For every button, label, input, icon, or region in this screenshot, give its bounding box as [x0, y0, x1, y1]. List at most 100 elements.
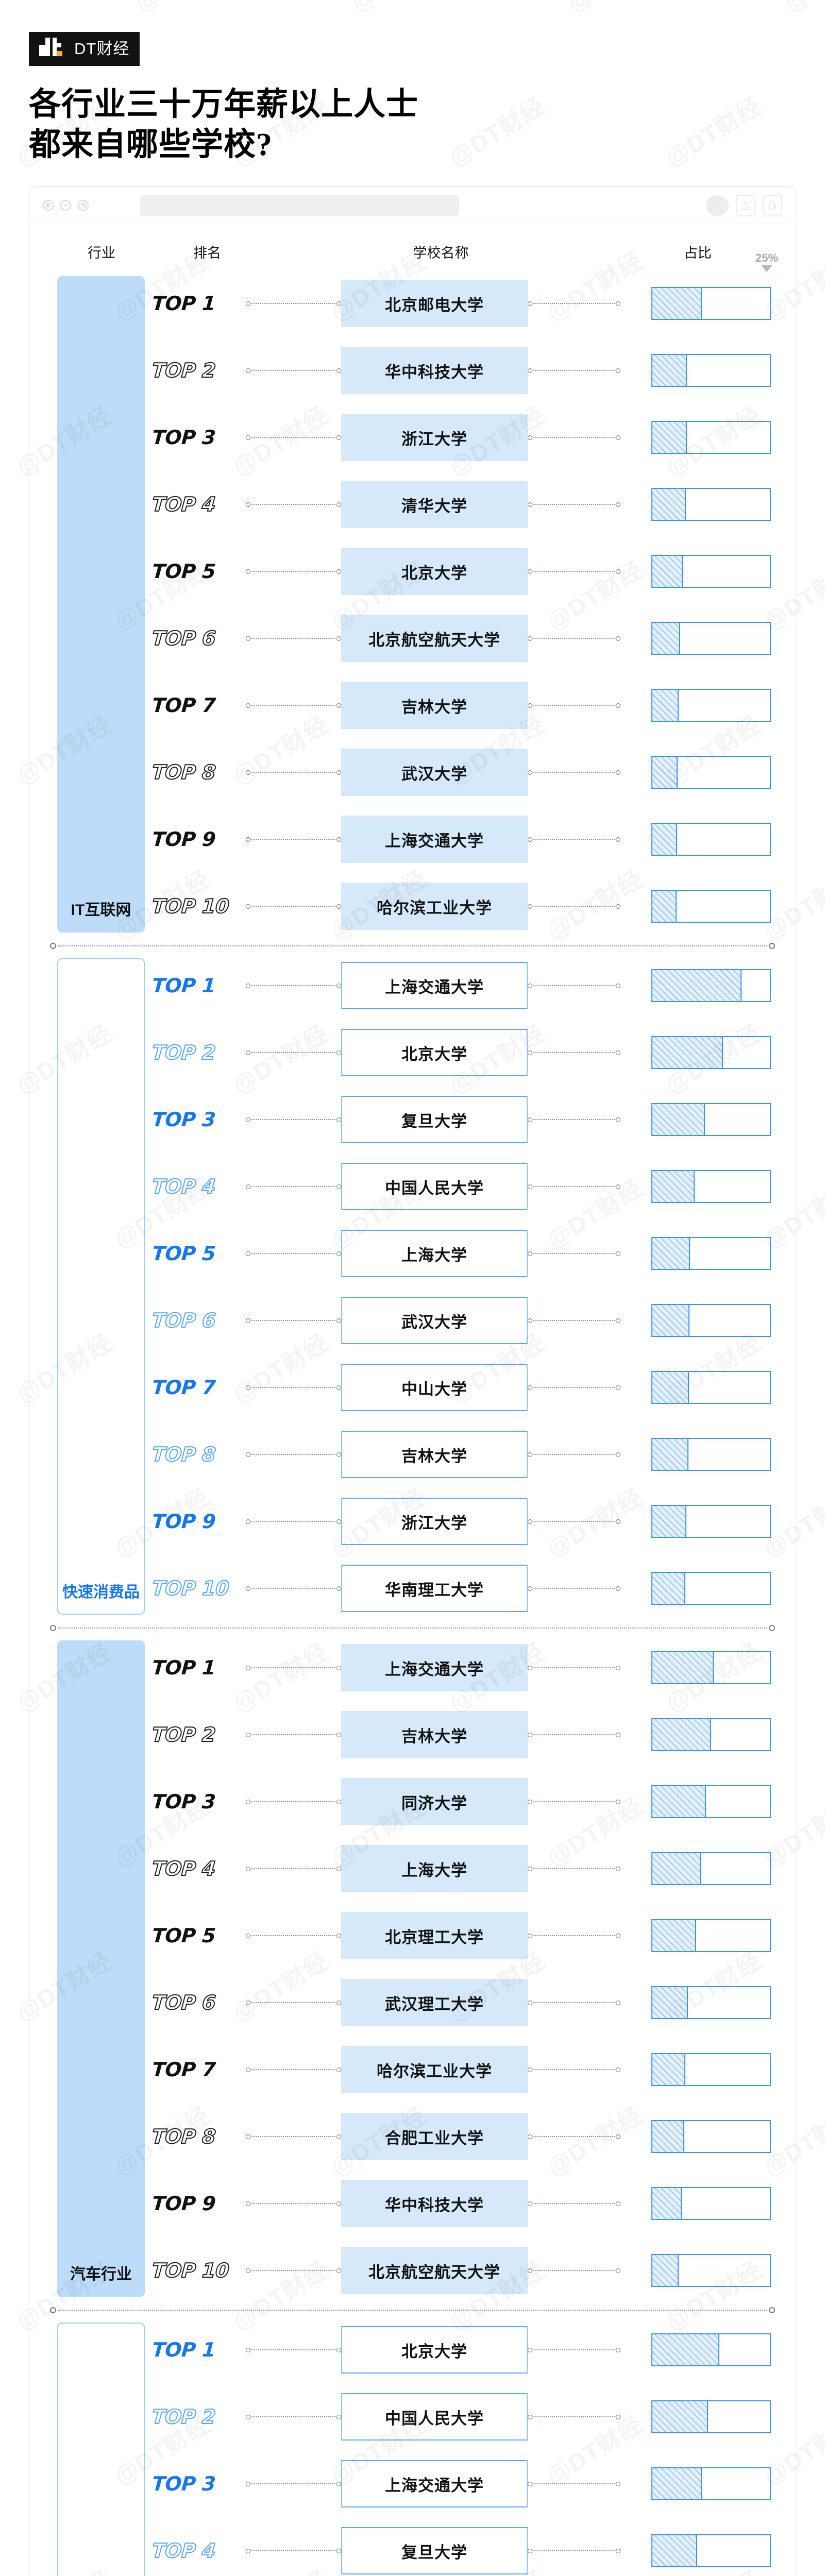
school-name: 同济大学 [341, 1778, 528, 1826]
percent-cell [620, 2534, 775, 2568]
rank-label: TOP 6 [150, 1991, 216, 2014]
leader-knob-icon [336, 1586, 341, 1591]
scale-max-label: 25% [755, 251, 778, 265]
leader-line [528, 1318, 620, 1323]
school-name: 复旦大学 [341, 1096, 528, 1144]
leader-line [528, 2134, 620, 2139]
chrome-actions [706, 194, 782, 216]
table-row: TOP 1 北京大学 [145, 2316, 775, 2383]
table-row: TOP 5 北京大学 [145, 538, 775, 605]
leader-line [246, 2414, 341, 2419]
percent-bar-fill [652, 2121, 685, 2153]
percent-bar-fill [652, 1853, 701, 1885]
table-row: TOP 4 上海大学 [145, 1835, 775, 1902]
leader-knob-icon [616, 1866, 620, 1871]
minimize-icon[interactable] [60, 200, 71, 211]
leader-knob-icon [246, 1184, 250, 1189]
leader-line [528, 368, 620, 373]
leader-dots [251, 2483, 335, 2485]
rank-label: TOP 3 [151, 1108, 216, 1131]
close-icon[interactable] [43, 200, 54, 211]
leader-line [246, 569, 341, 574]
leader-dots [533, 1868, 615, 1870]
leader-knob-icon [336, 2134, 341, 2139]
leader-line [528, 837, 620, 842]
leader-dots [533, 1387, 615, 1388]
leader-knob-icon [246, 636, 250, 641]
leader-dots [251, 1734, 335, 1736]
percent-cell [620, 555, 775, 588]
percent-bar-track [651, 1304, 771, 1337]
rank-label: TOP 2 [150, 1041, 216, 1064]
leader-dots [533, 839, 615, 840]
leader-knob-icon [616, 1452, 620, 1457]
percent-bar-fill [652, 1652, 714, 1684]
leader-line [528, 502, 620, 507]
leader-dots [533, 1588, 615, 1589]
leader-knob-icon [246, 904, 250, 909]
leader-knob-icon [528, 837, 532, 842]
table-row: TOP 1 北京邮电大学 [145, 270, 775, 337]
school-name: 上海交通大学 [341, 2460, 528, 2508]
rank-label: TOP 9 [151, 828, 216, 851]
percent-cell [620, 1718, 775, 1752]
leader-knob-icon [528, 368, 532, 373]
leader-knob-icon [528, 1050, 532, 1055]
industry-block: IT互联网 TOP 1 北京邮电大学 TOP 2 华中科技大学 TOP 3 浙江大学 TOP … [29, 268, 796, 940]
leader-knob-icon [616, 569, 620, 574]
leader-knob-icon [336, 770, 341, 775]
leader-dots [251, 1801, 335, 1803]
industry-label: 汽车行业 [70, 2265, 132, 2283]
separator-knob-icon [50, 2307, 56, 2314]
dt-logo-badge: DT财经 [29, 32, 140, 66]
leader-dots [533, 1052, 615, 1054]
percent-bar-fill [652, 623, 680, 654]
percent-bar-track [651, 1170, 771, 1204]
separator-knob-icon [769, 1625, 775, 1632]
table-row: TOP 6 武汉大学 [145, 1287, 775, 1354]
school-name: 中国人民大学 [341, 1163, 528, 1211]
title-line-2: 都来自哪些学校? [29, 127, 273, 163]
leader-line [246, 2347, 341, 2352]
share-icon[interactable] [736, 194, 755, 216]
leader-dots [533, 705, 615, 706]
industry-blocks: IT互联网 TOP 1 北京邮电大学 TOP 2 华中科技大学 TOP 3 浙江大学 TOP … [29, 268, 796, 2576]
percent-bar-track [651, 1785, 771, 1819]
school-name: 复旦大学 [341, 2527, 528, 2575]
percent-cell [620, 1919, 775, 1953]
percent-cell [620, 969, 775, 1003]
table-row: TOP 7 中山大学 [145, 1354, 775, 1421]
leader-dots [533, 2416, 615, 2418]
percent-bar-fill [652, 2401, 708, 2433]
leader-dots [251, 303, 335, 304]
column-headers: 行业 排名 学校名称 占比 25% [29, 224, 796, 273]
leader-line [528, 2268, 620, 2273]
percent-bar-track [651, 2187, 771, 2221]
school-name: 中国人民大学 [341, 2393, 528, 2441]
percent-bar-track [651, 1651, 771, 1685]
school-name: 哈尔滨工业大学 [341, 2046, 528, 2094]
percent-bar-track [651, 1505, 771, 1538]
leader-line [528, 904, 620, 909]
leader-knob-icon [246, 1732, 250, 1737]
tabs-icon[interactable] [763, 194, 782, 216]
leader-knob-icon [528, 2347, 532, 2352]
school-name: 浙江大学 [341, 1498, 528, 1546]
rank-label: TOP 2 [150, 359, 216, 382]
account-icon[interactable] [706, 195, 729, 216]
percent-bar-fill [652, 1171, 695, 1202]
maximize-icon[interactable] [78, 200, 89, 211]
percent-bar-fill [652, 1573, 685, 1604]
leader-knob-icon [336, 2268, 341, 2273]
percent-cell [620, 2120, 775, 2154]
leader-dots [533, 370, 615, 371]
leader-knob-icon [616, 502, 620, 507]
table-row: TOP 9 浙江大学 [145, 1488, 775, 1555]
address-bar[interactable] [140, 195, 459, 216]
column-header-industry: 行业 [88, 245, 115, 261]
percent-bar-track [651, 823, 771, 856]
leader-line [246, 301, 341, 306]
leader-knob-icon [528, 1732, 532, 1737]
leader-line [528, 1866, 620, 1871]
